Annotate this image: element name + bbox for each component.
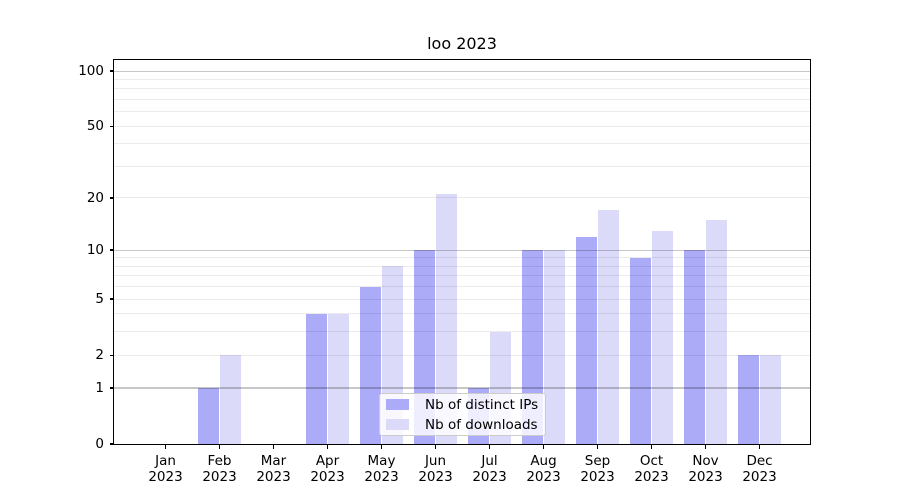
x-tick-feb <box>218 444 221 449</box>
bar-downloads-oct <box>651 230 674 444</box>
x-tick-sep <box>596 444 599 449</box>
x-tick-label-mar: Mar 2023 <box>256 453 291 485</box>
gridline-y-50 <box>114 125 810 127</box>
y-tick-20 <box>109 197 114 199</box>
legend-label-distinct-ips: Nb of distinct IPs <box>425 396 539 413</box>
y-tick-10 <box>109 249 114 251</box>
y-tick-5 <box>109 298 114 300</box>
x-tick-label-oct: Oct 2023 <box>634 453 669 485</box>
x-tick-may <box>380 444 383 449</box>
bar-downloads-apr <box>327 313 350 444</box>
x-tick-label-dec: Dec 2023 <box>742 453 777 485</box>
gridline-y-90 <box>114 78 810 80</box>
x-tick-label-jul: Jul 2023 <box>472 453 507 485</box>
bar-ips-dec <box>737 355 760 444</box>
x-tick-label-may: May 2023 <box>364 453 399 485</box>
x-tick-jun <box>434 444 437 449</box>
x-tick-mar <box>272 444 275 449</box>
y-tick-label-100: 100 <box>78 63 104 79</box>
gridline-y-9 <box>114 257 810 259</box>
y-tick-label-20: 20 <box>86 189 104 206</box>
legend-item-downloads: Nb of downloads <box>386 416 538 434</box>
gridline-y-60 <box>114 111 810 113</box>
y-tick-label-0: 0 <box>95 436 104 452</box>
gridline-y-80 <box>114 88 810 90</box>
gridline-y-70 <box>114 98 810 100</box>
gridline-y-8 <box>114 265 810 267</box>
x-tick-label-jun: Jun 2023 <box>418 453 453 485</box>
x-tick-jan <box>164 444 167 449</box>
legend-swatch-distinct-ips-icon <box>386 399 409 410</box>
y-tick-label-2: 2 <box>95 347 104 364</box>
legend-swatch-downloads-icon <box>386 419 409 430</box>
plot-frame <box>112 58 812 446</box>
bar-ips-apr <box>305 313 328 444</box>
bar-downloads-sep <box>597 210 620 444</box>
y-tick-0 <box>109 443 114 445</box>
bar-downloads-dec <box>759 355 782 444</box>
bar-downloads-feb <box>219 355 242 444</box>
gridline-y-100 <box>114 70 810 72</box>
y-tick-50 <box>109 125 114 127</box>
y-tick-label-10: 10 <box>86 242 104 259</box>
y-tick-label-50: 50 <box>86 118 104 135</box>
y-tick-2 <box>109 354 114 356</box>
bar-downloads-nov <box>705 219 728 444</box>
y-tick-label-5: 5 <box>95 291 104 308</box>
gridline-y-1 <box>114 387 810 389</box>
legend: Nb of distinct IPs Nb of downloads <box>379 393 546 436</box>
x-tick-aug <box>542 444 545 449</box>
y-tick-label-1: 1 <box>95 379 104 396</box>
x-tick-label-feb: Feb 2023 <box>202 453 237 485</box>
x-tick-label-nov: Nov 2023 <box>688 453 723 485</box>
legend-label-downloads: Nb of downloads <box>425 416 538 433</box>
bar-ips-may <box>359 286 382 444</box>
x-tick-jul <box>488 444 491 449</box>
gridline-y-20 <box>114 197 810 199</box>
gridline-y-30 <box>114 165 810 167</box>
gridline-y-10 <box>114 249 810 251</box>
bar-downloads-aug <box>543 250 566 444</box>
gridline-y-4 <box>114 313 810 315</box>
x-tick-oct <box>650 444 653 449</box>
bar-ips-sep <box>575 236 598 444</box>
bar-ips-oct <box>629 257 652 444</box>
gridline-y-5 <box>114 298 810 300</box>
gridline-y-40 <box>114 143 810 145</box>
x-tick-dec <box>758 444 761 449</box>
x-tick-label-aug: Aug 2023 <box>526 453 561 485</box>
x-tick-nov <box>704 444 707 449</box>
bar-ips-feb <box>197 387 220 444</box>
bar-ips-nov <box>683 250 706 444</box>
x-tick-apr <box>326 444 329 449</box>
gridline-y-3 <box>114 331 810 333</box>
gridline-y-6 <box>114 286 810 288</box>
x-tick-label-sep: Sep 2023 <box>580 453 615 485</box>
x-tick-label-apr: Apr 2023 <box>310 453 345 485</box>
y-tick-1 <box>109 387 114 389</box>
gridline-y-7 <box>114 275 810 277</box>
x-tick-label-jan: Jan 2023 <box>148 453 183 485</box>
legend-item-distinct-ips: Nb of distinct IPs <box>386 396 539 414</box>
y-tick-100 <box>109 70 114 72</box>
chart-title: loo 2023 <box>427 34 497 53</box>
gridline-y-2 <box>114 354 810 356</box>
bar-downloads-jun <box>435 194 458 444</box>
